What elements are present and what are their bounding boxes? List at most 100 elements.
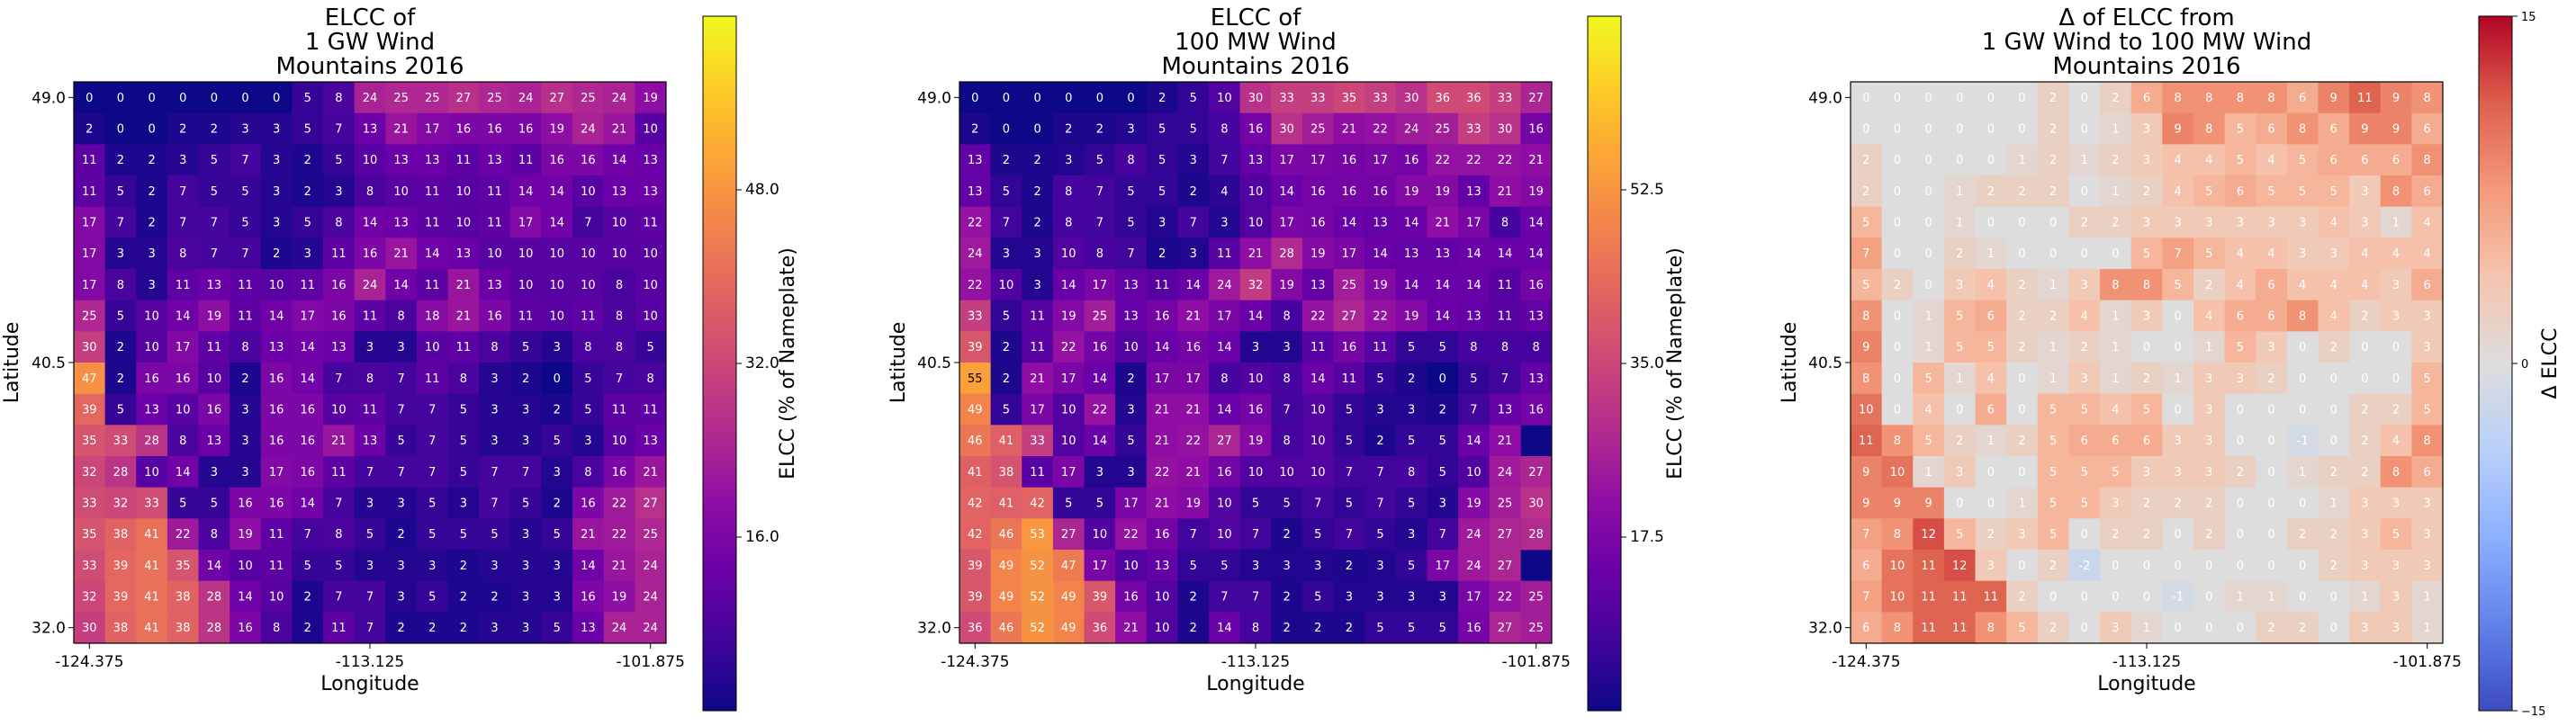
cell-value-label: 10 — [1890, 591, 1905, 605]
heatmap-cell — [1365, 300, 1397, 332]
cell-value-label: 21 — [393, 123, 409, 137]
heatmap-cell — [509, 331, 542, 363]
cell-value-label: 8 — [397, 310, 404, 324]
cell-value-label: 11 — [82, 185, 97, 199]
heatmap-cell — [1489, 331, 1521, 363]
heatmap-cell — [1115, 175, 1148, 208]
y-tick-label: 49.0 — [1808, 89, 1842, 107]
heatmap-cell — [104, 206, 137, 238]
heatmap-cell — [1302, 393, 1334, 426]
heatmap-cell — [572, 331, 605, 363]
heatmap-cell — [2286, 269, 2319, 301]
cell-value-label: 10 — [1890, 466, 1905, 480]
cell-value-label: 17 — [1279, 217, 1294, 230]
heatmap-cell — [416, 612, 448, 644]
cell-value-label: 24 — [643, 622, 658, 635]
heatmap-cell — [1913, 300, 1945, 332]
heatmap-cell — [2380, 612, 2412, 644]
heatmap-cell — [198, 82, 230, 114]
heatmap-cell — [2411, 269, 2444, 301]
cell-value-label: 13 — [363, 435, 378, 448]
cell-value-label: 19 — [1466, 497, 1482, 511]
heatmap-cell — [1146, 144, 1178, 176]
heatmap-cell — [2380, 238, 2412, 270]
heatmap-cell — [2256, 175, 2288, 208]
cell-value-label: 39 — [113, 560, 129, 573]
heatmap-cell — [635, 612, 667, 644]
cell-value-label: 49 — [1061, 622, 1076, 635]
heatmap-cell — [1115, 612, 1148, 644]
cell-value-label: 19 — [1528, 185, 1544, 199]
cell-value-label: 49 — [999, 591, 1014, 605]
heatmap-cell — [1333, 206, 1365, 238]
cell-value-label: 22 — [1373, 310, 1388, 324]
cell-value-label: 5 — [1956, 341, 1963, 354]
heatmap-cell — [1427, 425, 1459, 457]
heatmap-cell — [1913, 206, 1945, 238]
cell-value-label: 33 — [1466, 123, 1482, 137]
cell-value-label: 10 — [581, 247, 596, 261]
heatmap-cell — [2162, 112, 2194, 145]
cell-value-label: 0 — [2205, 622, 2212, 635]
heatmap-cell — [2224, 393, 2256, 426]
heatmap-cell — [1913, 425, 1945, 457]
heatmap-cell — [572, 175, 605, 208]
cell-value-label: 3 — [1283, 341, 1290, 354]
heatmap-cell — [2349, 238, 2382, 270]
cell-value-label: 1 — [2143, 622, 2150, 635]
heatmap-cell — [1975, 144, 2007, 176]
heatmap-cell — [74, 518, 106, 551]
heatmap-cell — [2130, 175, 2163, 208]
heatmap-cell — [354, 175, 386, 208]
cell-value-label: 2 — [1956, 247, 1963, 261]
cell-value-label: 5 — [179, 497, 186, 511]
heatmap-cell — [1913, 550, 1945, 582]
heatmap-cell — [603, 206, 635, 238]
heatmap-cell — [2162, 425, 2194, 457]
heatmap-cell — [354, 487, 386, 519]
cell-value-label: 5 — [2299, 185, 2306, 199]
heatmap-cell — [1458, 393, 1491, 426]
heatmap-cell — [1975, 456, 2007, 488]
heatmap-cell — [479, 238, 511, 270]
cell-value-label: 8 — [2237, 92, 2244, 105]
heatmap-cell — [2380, 269, 2412, 301]
cell-value-label: 10 — [1155, 591, 1170, 605]
heatmap-cell — [198, 112, 230, 145]
heatmap-cell — [1302, 238, 1334, 270]
heatmap-cell — [104, 425, 137, 457]
cell-value-label: 22 — [612, 528, 627, 542]
cell-value-label: 0 — [2299, 341, 2306, 354]
cell-value-label: 16 — [238, 622, 253, 635]
cell-value-label: 25 — [1528, 622, 1544, 635]
heatmap-cell — [1365, 518, 1397, 551]
cell-value-label: 10 — [1248, 217, 1264, 230]
cell-value-label: 32 — [82, 591, 97, 605]
cell-value-label: 13 — [456, 247, 472, 261]
cell-value-label: 0 — [2143, 560, 2150, 573]
cell-value-label: 5 — [584, 404, 591, 417]
cell-value-label: 32 — [1248, 279, 1264, 292]
heatmap-cell — [1851, 612, 1883, 644]
cell-value-label: 36 — [1436, 92, 1451, 105]
cell-value-label: 10 — [176, 404, 191, 417]
cell-value-label: 21 — [643, 466, 658, 480]
heatmap-cell — [292, 363, 324, 395]
heatmap-cell — [509, 487, 542, 519]
heatmap-cell — [1209, 550, 1241, 582]
cell-value-label: 14 — [269, 310, 284, 324]
heatmap-cell — [2100, 206, 2132, 238]
heatmap-cell — [230, 269, 262, 301]
heatmap-cell — [572, 550, 605, 582]
heatmap-cell — [2162, 269, 2194, 301]
heatmap-cell — [1084, 425, 1116, 457]
cell-value-label: 8 — [211, 528, 218, 542]
cell-value-label: 10 — [1279, 466, 1294, 480]
heatmap-cell — [1052, 82, 1085, 114]
heatmap-cell — [2380, 580, 2412, 613]
heatmap-cell — [2380, 300, 2412, 332]
cell-value-label: 16 — [456, 123, 472, 137]
heatmap-cell — [198, 580, 230, 613]
heatmap-cell — [1975, 612, 2007, 644]
heatmap-cell — [136, 363, 168, 395]
